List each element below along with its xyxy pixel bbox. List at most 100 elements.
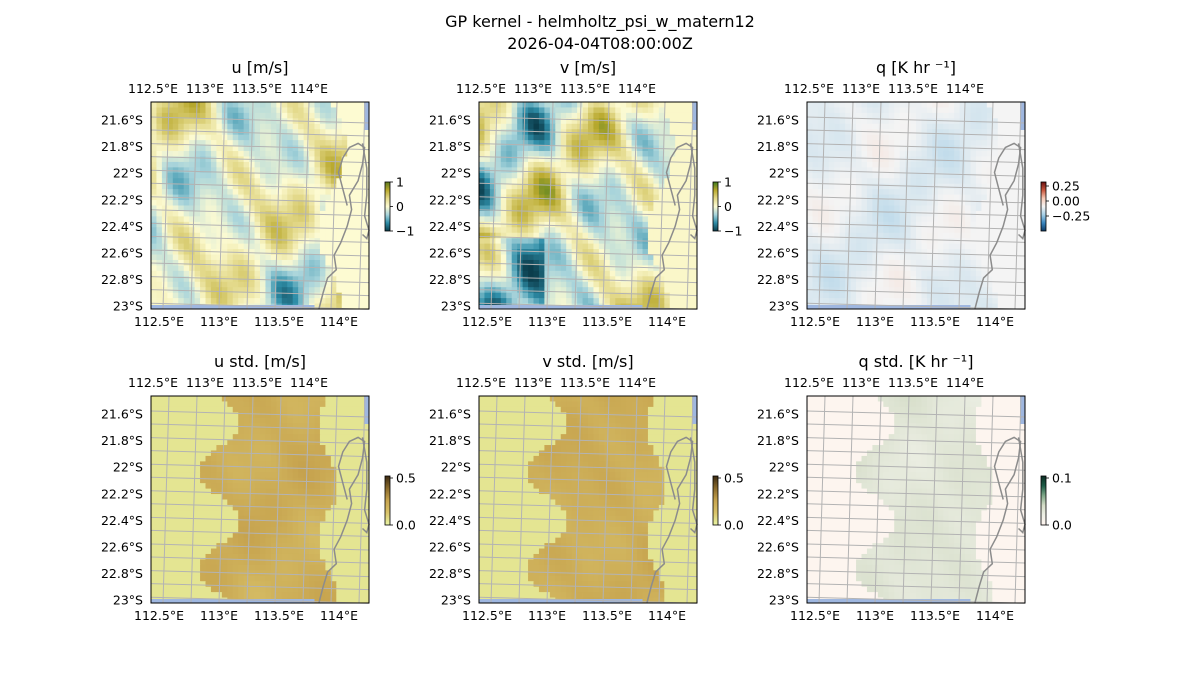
heatmap-cell	[156, 401, 163, 408]
heatmap-cell	[883, 298, 890, 304]
heatmap-cell	[1008, 243, 1015, 250]
heatmap-cell	[522, 112, 529, 119]
heatmap-cell	[970, 194, 977, 201]
heatmap-cell	[691, 151, 698, 157]
heatmap-cell	[330, 303, 337, 310]
heatmap-cell	[249, 292, 255, 299]
heatmap-cell	[189, 161, 195, 168]
heatmap-cell	[178, 129, 185, 136]
heatmap-cell	[807, 156, 813, 163]
heatmap-cell	[538, 123, 545, 130]
heatmap-cell	[675, 249, 682, 255]
heatmap-cell	[281, 205, 288, 212]
y-tick-label: 21.6°S	[429, 113, 471, 128]
heatmap-cell	[861, 210, 868, 217]
heatmap-cell	[965, 140, 971, 146]
heatmap-cell	[238, 232, 245, 239]
heatmap-cell	[172, 112, 179, 119]
heatmap-cell	[210, 210, 217, 217]
heatmap-cell	[479, 102, 485, 108]
heatmap-cell	[232, 172, 239, 179]
heatmap-cell	[959, 259, 966, 266]
heatmap-cell	[243, 167, 250, 174]
ocean-edge	[692, 102, 697, 130]
heatmap-cell	[336, 112, 343, 119]
heatmap-cell	[981, 194, 988, 201]
heatmap-cell	[626, 189, 632, 196]
heatmap-cell	[522, 200, 529, 206]
heatmap-cell	[834, 178, 841, 185]
heatmap-cell	[298, 396, 304, 402]
heatmap-cell	[260, 145, 266, 152]
heatmap-cell	[506, 102, 513, 108]
heatmap-cell	[205, 281, 212, 288]
parallel-line	[806, 276, 1026, 284]
heatmap-cell	[270, 401, 277, 408]
heatmap-cell	[566, 216, 573, 223]
heatmap-cell	[997, 167, 1004, 174]
heatmap-cell	[997, 243, 1004, 250]
heatmap-cell	[959, 243, 966, 250]
heatmap-cell	[314, 254, 321, 261]
heatmap-cell	[970, 232, 977, 239]
heatmap-cell	[517, 156, 523, 163]
heatmap-cell	[484, 254, 491, 261]
heatmap-cell	[336, 102, 343, 108]
heatmap-cell	[582, 210, 589, 217]
heatmap-cell	[975, 140, 982, 146]
heatmap-cell	[981, 298, 988, 304]
heatmap-cell	[270, 118, 277, 125]
heatmap-cell	[330, 292, 337, 299]
heatmap-cell	[265, 167, 272, 174]
heatmap-cell	[598, 161, 605, 168]
heatmap-cell	[200, 145, 206, 152]
heatmap-cell	[965, 167, 971, 174]
heatmap-cell	[997, 107, 1004, 114]
heatmap-cell	[194, 178, 201, 185]
heatmap-cell	[281, 292, 288, 299]
heatmap-cell	[669, 210, 676, 217]
heatmap-cell	[489, 178, 496, 185]
heatmap-cell	[319, 227, 326, 234]
heatmap-cell	[642, 167, 649, 174]
heatmap-cell	[626, 200, 632, 206]
heatmap-cell	[850, 118, 857, 125]
heatmap-cell	[932, 210, 939, 217]
heatmap-cell	[954, 265, 960, 272]
heatmap-cell	[549, 210, 556, 217]
heatmap-cell	[544, 172, 551, 179]
heatmap-cell	[500, 129, 507, 136]
heatmap-cell	[669, 112, 676, 119]
heatmap-cell	[194, 406, 201, 413]
heatmap-cell	[260, 406, 266, 413]
heatmap-cell	[691, 287, 698, 294]
heatmap-cell	[653, 221, 660, 228]
heatmap-cell	[544, 221, 551, 228]
heatmap-cell	[533, 134, 540, 141]
heatmap-cell	[292, 238, 299, 245]
heatmap-cell	[975, 167, 982, 174]
heatmap-cell	[637, 265, 643, 272]
heatmap-cell	[232, 134, 239, 141]
heatmap-cell	[669, 129, 676, 136]
heatmap-cell	[932, 281, 939, 288]
heatmap-cell	[637, 172, 643, 179]
heatmap-cell	[680, 287, 687, 294]
heatmap-cell	[604, 123, 611, 130]
heatmap-cell	[538, 107, 545, 114]
heatmap-cell	[352, 216, 359, 223]
heatmap-cell	[582, 129, 589, 136]
heatmap-cell	[905, 281, 911, 288]
heatmap-cell	[330, 406, 337, 413]
heatmap-cell	[828, 200, 835, 206]
heatmap-cell	[287, 232, 294, 239]
heatmap-cell	[997, 205, 1004, 212]
heatmap-cell	[200, 238, 206, 245]
heatmap-cell	[834, 107, 841, 114]
heatmap-cell	[189, 216, 195, 223]
heatmap-cell	[566, 134, 573, 141]
heatmap-cell	[921, 249, 928, 255]
heatmap-cell	[916, 238, 922, 245]
heatmap-cell	[183, 265, 190, 272]
heatmap-cell	[560, 151, 567, 157]
